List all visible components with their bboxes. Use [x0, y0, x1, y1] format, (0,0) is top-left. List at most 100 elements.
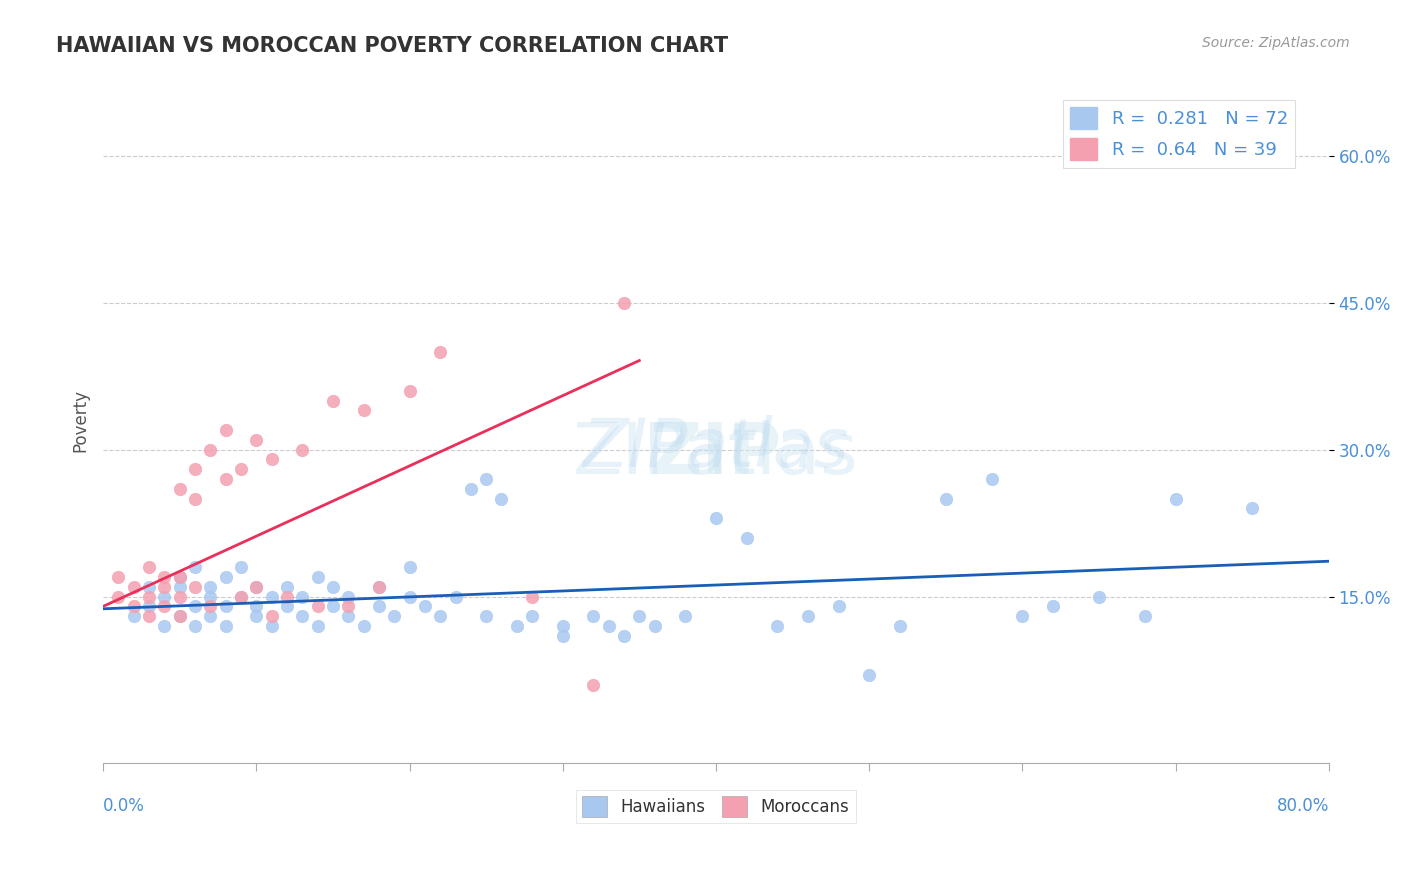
Point: [184, 580, 207, 594]
Point: [169, 570, 191, 584]
Point: [1042, 599, 1064, 614]
Point: [200, 609, 222, 624]
Point: [245, 433, 267, 447]
Point: [353, 403, 375, 417]
Point: [582, 609, 605, 624]
Point: [169, 609, 191, 624]
Point: [200, 442, 222, 457]
Point: [215, 599, 238, 614]
Point: [704, 511, 727, 525]
Point: [260, 609, 283, 624]
Point: [506, 619, 529, 633]
Point: [367, 580, 389, 594]
Point: [1164, 491, 1187, 506]
Point: [475, 609, 498, 624]
Point: [398, 590, 420, 604]
Point: [307, 570, 329, 584]
Legend: Hawaiians, Moroccans: Hawaiians, Moroccans: [575, 789, 856, 823]
Point: [122, 599, 145, 614]
Point: [475, 472, 498, 486]
Point: [980, 472, 1002, 486]
Text: ZIPatlas: ZIPatlas: [574, 420, 859, 489]
Point: [1088, 590, 1111, 604]
Point: [1133, 609, 1156, 624]
Text: 80.0%: 80.0%: [1277, 797, 1329, 815]
Point: [184, 462, 207, 476]
Point: [735, 531, 758, 545]
Point: [122, 609, 145, 624]
Point: [229, 462, 252, 476]
Point: [307, 599, 329, 614]
Point: [322, 580, 344, 594]
Point: [551, 619, 574, 633]
Point: [184, 619, 207, 633]
Point: [291, 609, 314, 624]
Point: [153, 590, 176, 604]
Point: [322, 393, 344, 408]
Point: [245, 599, 267, 614]
Point: [628, 609, 651, 624]
Point: [291, 442, 314, 457]
Y-axis label: Poverty: Poverty: [72, 389, 89, 451]
Point: [766, 619, 789, 633]
Point: [337, 609, 360, 624]
Point: [307, 619, 329, 633]
Text: Source: ZipAtlas.com: Source: ZipAtlas.com: [1202, 36, 1350, 50]
Point: [200, 580, 222, 594]
Point: [520, 609, 543, 624]
Point: [673, 609, 696, 624]
Point: [276, 590, 298, 604]
Point: [169, 482, 191, 496]
Point: [184, 599, 207, 614]
Point: [367, 580, 389, 594]
Point: [107, 590, 129, 604]
Point: [797, 609, 820, 624]
Point: [276, 599, 298, 614]
Point: [382, 609, 405, 624]
Point: [1011, 609, 1033, 624]
Point: [245, 580, 267, 594]
Point: [276, 580, 298, 594]
Point: [260, 452, 283, 467]
Point: [169, 570, 191, 584]
Point: [153, 619, 176, 633]
Point: [889, 619, 911, 633]
Point: [613, 629, 636, 643]
Text: ZIPatlas: ZIPatlas: [582, 415, 849, 481]
Point: [460, 482, 482, 496]
Point: [245, 580, 267, 594]
Point: [229, 590, 252, 604]
Point: [229, 590, 252, 604]
Point: [229, 560, 252, 574]
Point: [644, 619, 666, 633]
Point: [153, 580, 176, 594]
Point: [1241, 501, 1264, 516]
Point: [107, 570, 129, 584]
Point: [551, 629, 574, 643]
Point: [260, 619, 283, 633]
Point: [322, 599, 344, 614]
Point: [215, 570, 238, 584]
Point: [398, 560, 420, 574]
Point: [582, 678, 605, 692]
Point: [337, 599, 360, 614]
Point: [153, 599, 176, 614]
Point: [138, 580, 160, 594]
Point: [935, 491, 957, 506]
Point: [613, 295, 636, 310]
Point: [215, 472, 238, 486]
Point: [184, 560, 207, 574]
Point: [200, 599, 222, 614]
Point: [138, 599, 160, 614]
Point: [429, 344, 451, 359]
Text: ZIP: ZIP: [650, 420, 782, 489]
Point: [169, 590, 191, 604]
Point: [138, 609, 160, 624]
Point: [245, 609, 267, 624]
Point: [153, 570, 176, 584]
Point: [215, 619, 238, 633]
Point: [598, 619, 620, 633]
Point: [169, 609, 191, 624]
Point: [398, 384, 420, 398]
Point: [138, 590, 160, 604]
